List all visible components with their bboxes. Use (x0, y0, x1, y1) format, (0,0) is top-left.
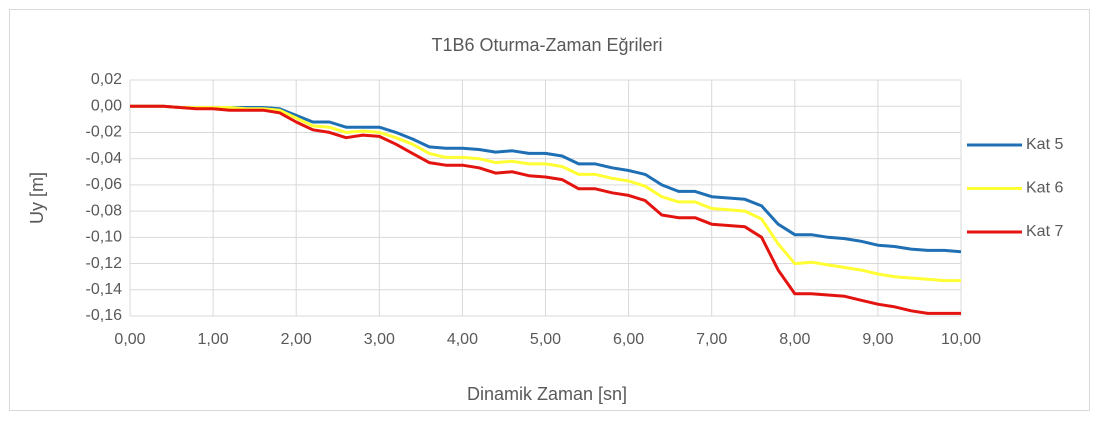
legend-label: Kat 6 (1026, 180, 1063, 197)
x-tick-label: 0,00 (114, 331, 145, 348)
x-tick-label: 7,00 (696, 331, 727, 348)
y-tick-label: -0,16 (86, 307, 123, 324)
y-tick-label: -0,08 (86, 202, 123, 219)
legend-label: Kat 5 (1026, 136, 1063, 153)
y-tick-label: 0,00 (91, 97, 122, 114)
chart-border (9, 9, 1090, 411)
x-tick-label: 6,00 (613, 331, 644, 348)
x-tick-label: 1,00 (198, 331, 229, 348)
x-axis-title: Dinamik Zaman [sn] (467, 384, 627, 404)
y-tick-label: -0,06 (86, 176, 123, 193)
y-tick-label: -0,04 (86, 150, 123, 167)
x-tick-label: 3,00 (364, 331, 395, 348)
y-axis-title: Uy [m] (27, 172, 47, 224)
x-tick-label: 2,00 (281, 331, 312, 348)
y-tick-label: -0,14 (86, 281, 123, 298)
y-tick-label: 0,02 (91, 71, 122, 88)
series-line (130, 104, 961, 315)
chart-title: T1B6 Oturma-Zaman Eğrileri (431, 35, 662, 55)
y-tick-label: -0,12 (86, 255, 123, 272)
y-tick-label: -0,02 (86, 124, 123, 141)
x-tick-label: 10,00 (941, 331, 981, 348)
x-tick-label: 8,00 (779, 331, 810, 348)
x-tick-label: 4,00 (447, 331, 478, 348)
y-tick-label: -0,10 (86, 229, 123, 246)
x-tick-label: 5,00 (530, 331, 561, 348)
x-tick-label: 9,00 (862, 331, 893, 348)
series-line (130, 104, 961, 283)
legend-label: Kat 7 (1026, 223, 1063, 240)
